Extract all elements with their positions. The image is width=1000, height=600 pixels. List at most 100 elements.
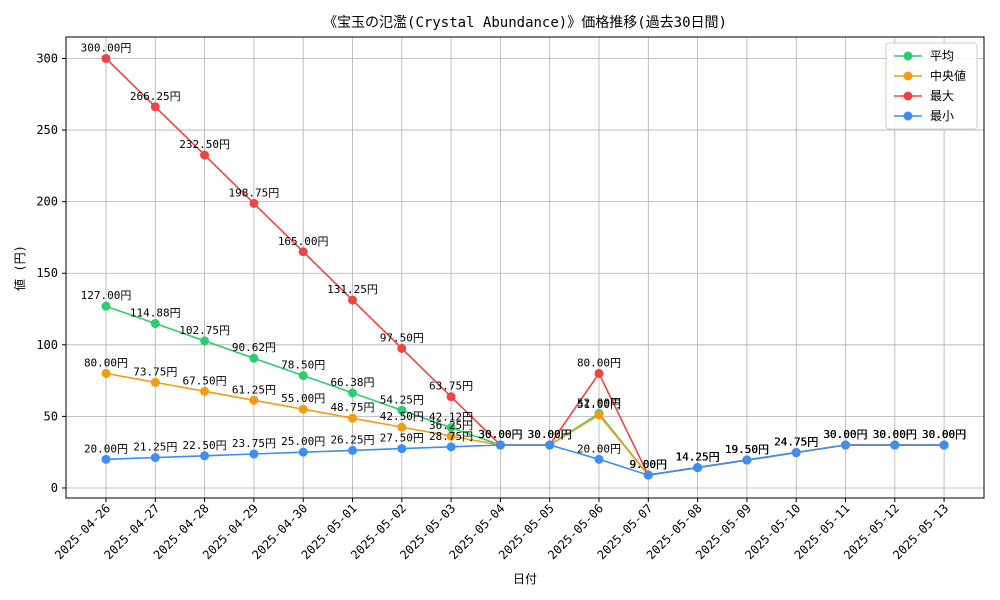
data-label: 30.00円 (922, 428, 966, 441)
data-label: 30.00円 (823, 428, 867, 441)
data-point (200, 386, 210, 396)
data-label: 30.00円 (478, 428, 522, 441)
legend-label: 中央値 (930, 68, 966, 83)
data-label: 30.00円 (528, 428, 572, 441)
data-point (249, 449, 259, 459)
data-point (397, 444, 407, 454)
data-point (200, 451, 210, 461)
data-label: 24.75円 (774, 436, 818, 449)
data-label: 80.00円 (577, 356, 621, 369)
plot-frame (65, 36, 985, 499)
data-label: 9.00円 (630, 458, 668, 471)
data-point (446, 423, 456, 433)
data-point (249, 198, 259, 208)
data-label: 30.00円 (873, 428, 917, 441)
legend-marker (903, 71, 913, 81)
data-label: 30.00円 (922, 428, 966, 441)
data-label: 26.25円 (330, 433, 374, 446)
data-point (298, 371, 308, 381)
grid (66, 37, 984, 498)
data-point (298, 404, 308, 414)
data-label: 24.75円 (774, 436, 818, 449)
data-label: 51.00円 (577, 398, 621, 411)
data-label: 28.75円 (429, 430, 473, 443)
data-label: 23.75円 (232, 437, 276, 450)
data-label: 30.00円 (873, 428, 917, 441)
data-label: 63.75円 (429, 380, 473, 393)
data-point (101, 368, 111, 378)
chart-title: 《宝玉の氾濫(Crystal Abundance)》価格推移(過去30日間) (323, 15, 727, 31)
data-label: 30.00円 (823, 428, 867, 441)
data-point (643, 470, 653, 480)
data-label: 36.25円 (429, 419, 473, 432)
data-label: 42.12円 (429, 411, 473, 424)
legend-label: 平均 (930, 49, 954, 63)
data-label: 14.25円 (676, 451, 720, 464)
legend-marker (903, 111, 913, 121)
data-label: 127.00円 (81, 289, 132, 302)
data-label: 55.00円 (281, 392, 325, 405)
data-label: 30.00円 (823, 428, 867, 441)
data-label: 30.00円 (823, 428, 867, 441)
y-tick-label: 150 (36, 266, 58, 280)
data-label: 24.75円 (774, 436, 818, 449)
data-label: 19.50円 (725, 443, 769, 456)
data-point (348, 295, 357, 305)
data-label: 27.50円 (380, 432, 424, 445)
legend-label: 最大 (930, 89, 954, 103)
data-point (890, 440, 900, 450)
data-label: 30.00円 (873, 428, 917, 441)
data-point (200, 150, 210, 160)
data-point (594, 454, 604, 464)
data-label: 114.88円 (130, 307, 181, 320)
data-label: 165.00円 (278, 235, 329, 248)
data-label: 9.00円 (630, 458, 668, 471)
data-point (446, 392, 456, 402)
data-label: 30.00円 (922, 428, 966, 441)
data-label: 48.75円 (330, 401, 374, 414)
data-point (446, 442, 456, 452)
data-label: 61.25円 (232, 383, 276, 396)
data-point (101, 301, 111, 311)
data-point (594, 410, 604, 420)
data-label: 232.50円 (179, 138, 230, 151)
y-tick-label: 0 (51, 481, 58, 495)
data-point (594, 368, 604, 378)
data-point (841, 440, 850, 450)
data-label: 14.25円 (676, 451, 720, 464)
data-point (150, 319, 160, 329)
data-label: 54.25円 (380, 393, 424, 406)
data-point (742, 455, 752, 465)
data-label: 20.00円 (84, 442, 128, 455)
data-point (101, 454, 111, 464)
data-point (249, 395, 259, 405)
y-tick-label: 250 (36, 123, 58, 137)
series-line-3 (105, 444, 945, 476)
data-point (446, 431, 456, 441)
data-point (348, 445, 357, 455)
data-label: 9.00円 (630, 458, 668, 471)
data-label: 30.00円 (478, 428, 522, 441)
legend-label: 最小 (930, 109, 954, 123)
data-label: 97.50円 (380, 331, 424, 344)
data-point (397, 405, 407, 415)
data-label: 9.00円 (630, 458, 668, 471)
data-point (150, 102, 160, 112)
data-label: 78.50円 (281, 359, 325, 372)
data-label: 14.25円 (676, 451, 720, 464)
data-label: 30.00円 (528, 428, 572, 441)
data-label: 300.00円 (81, 41, 132, 54)
data-point (150, 453, 160, 463)
data-label: 66.38円 (330, 376, 374, 389)
data-label: 52.00円 (577, 397, 621, 410)
data-point (298, 247, 308, 257)
data-label: 80.00円 (84, 356, 128, 369)
data-label: 20.00円 (577, 442, 621, 455)
series-layer (101, 53, 949, 480)
data-point (348, 413, 357, 423)
legend-box (885, 42, 978, 130)
data-label: 19.50円 (725, 443, 769, 456)
data-point (101, 53, 111, 63)
